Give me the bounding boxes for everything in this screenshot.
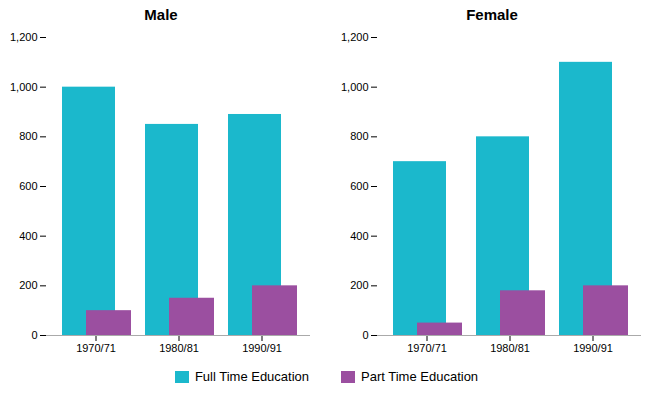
svg-text:200: 200: [19, 279, 37, 291]
html-text:Female: Female: [466, 6, 518, 23]
svg-text:800: 800: [350, 130, 368, 142]
svg-text:1980/81: 1980/81: [159, 342, 199, 354]
svg-text:1970/71: 1970/71: [76, 342, 116, 354]
svg-text:1,000: 1,000: [341, 81, 369, 93]
svg-text:600: 600: [19, 180, 37, 192]
svg-text:400: 400: [350, 230, 368, 242]
svg-text:1980/81: 1980/81: [490, 342, 530, 354]
svg-text:800: 800: [19, 130, 37, 142]
svg-text:1970/71: 1970/71: [407, 342, 447, 354]
svg-text:1990/91: 1990/91: [573, 342, 613, 354]
svg-text:400: 400: [19, 230, 37, 242]
svg-text:0: 0: [31, 329, 37, 341]
svg-text:1,000: 1,000: [10, 81, 38, 93]
svg-text:1,200: 1,200: [10, 31, 38, 43]
svg-text:0: 0: [362, 329, 368, 341]
svg-text:1,200: 1,200: [341, 31, 369, 43]
html-text:Male: Male: [144, 6, 178, 23]
html-text:Full Time Education: Full Time Education: [194, 369, 309, 384]
svg-text:600: 600: [350, 180, 368, 192]
html-text:Part Time Education: Part Time Education: [361, 369, 479, 384]
svg-text:1990/91: 1990/91: [242, 342, 282, 354]
svg-text:200: 200: [350, 279, 368, 291]
